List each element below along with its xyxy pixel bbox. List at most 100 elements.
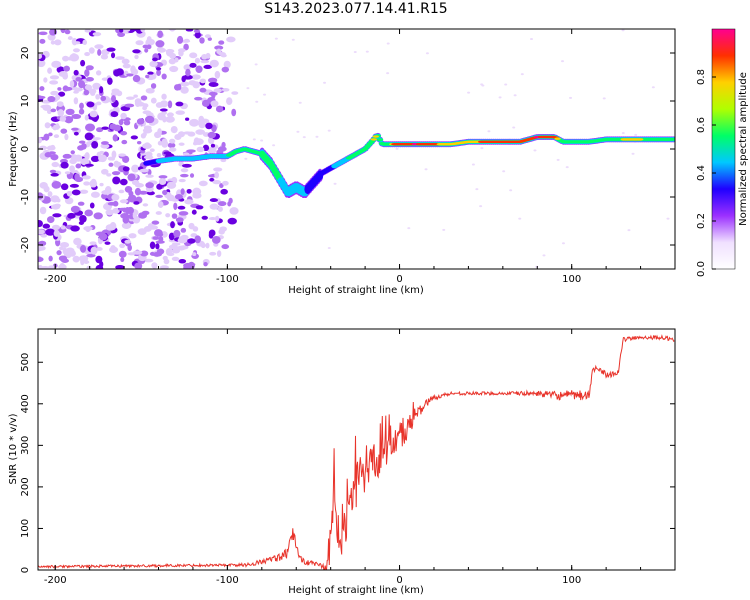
noise-blob [634,133,638,136]
noise-blob [74,154,83,162]
noise-blob [214,70,221,79]
noise-blob [227,217,237,225]
noise-blob [533,149,537,152]
noise-blob [118,119,124,126]
noise-blob [121,222,132,230]
noise-blob [186,188,192,194]
noise-blob [627,229,631,232]
noise-blob [100,95,107,102]
noise-blob [106,173,112,177]
noise-blob [62,85,69,92]
noise-blob [54,39,62,46]
noise-blob [81,175,91,180]
noise-blob [47,216,55,224]
noise-blob [529,37,533,40]
noise-blob [126,73,134,77]
noise-blob [73,131,79,136]
noise-blob [214,215,220,222]
noise-blob [621,131,625,134]
spectrogram-noise-blobs [38,29,670,269]
snr-ticks: -200 -100 0 100 0 100 200 300 400 500 [20,329,676,586]
noise-blob [195,205,204,210]
noise-blob [152,57,158,62]
noise-blob [63,65,70,72]
noise-blob [39,181,48,189]
ridge-segment [554,137,561,140]
noise-blob [156,153,162,158]
spectrogram-y-tick-label: 10 [20,95,31,108]
noise-blob [210,100,219,107]
noise-blob [86,253,96,258]
noise-blob [185,29,194,32]
noise-blob [569,96,573,99]
noise-blob [78,221,84,226]
noise-blob [134,54,139,60]
noise-blob [502,170,506,173]
noise-blob [202,144,210,152]
noise-blob [115,264,125,269]
noise-blob [120,131,128,136]
noise-blob [134,183,145,188]
noise-blob [90,246,98,255]
snr-panel: -200 -100 0 100 0 100 200 300 400 500 Height of s… [8,328,676,596]
noise-blob [199,78,207,84]
snr-y-tick-label: 0 [20,567,31,573]
noise-blob [38,245,46,251]
noise-blob [39,145,48,151]
colorbar-tick-label: 0.0 [696,261,707,277]
colorbar-gradient [712,29,735,269]
noise-blob [166,194,176,202]
noise-blob [183,64,192,71]
noise-blob [333,182,337,185]
noise-blob [666,217,670,220]
noise-blob [323,81,327,84]
noise-blob [69,80,75,88]
noise-blob [77,201,85,206]
noise-blob [157,201,164,209]
noise-blob [228,197,233,204]
noise-blob [100,143,110,149]
noise-blob [107,77,113,85]
ridge-segment [370,138,377,141]
noise-blob [149,60,158,68]
noise-blob [180,234,189,240]
noise-blob [94,44,104,49]
noise-blob [142,131,147,137]
noise-blob [144,48,149,53]
spectrogram-plot-area [38,29,675,269]
ridge-segment [376,138,384,142]
noise-blob [56,101,64,107]
noise-blob [512,126,516,129]
noise-blob [189,173,195,178]
noise-blob [217,206,223,212]
noise-blob [194,31,201,39]
noise-blob [84,69,90,77]
noise-blob [222,180,229,186]
noise-blob [56,250,62,256]
noise-blob [79,215,87,223]
spectrogram-x-tick-label: -200 [44,274,67,285]
noise-blob [98,154,107,163]
noise-blob [173,229,181,238]
noise-blob [220,188,228,195]
noise-blob [189,118,200,127]
noise-blob [38,31,48,36]
ridge-segment [670,137,675,141]
spectrogram-x-axis-label: Height of straight line (km) [288,285,424,296]
noise-blob [38,53,43,60]
noise-blob [132,250,143,255]
noise-blob [121,58,130,65]
noise-blob [475,188,479,191]
noise-blob [119,29,124,33]
noise-blob [128,190,134,197]
noise-blob [84,29,92,33]
noise-blob [168,58,177,65]
noise-blob [207,37,212,41]
noise-blob [208,82,219,87]
noise-blob [113,69,121,77]
noise-blob [178,142,185,146]
noise-blob [185,117,190,121]
noise-blob [119,243,126,249]
noise-blob [166,112,174,117]
